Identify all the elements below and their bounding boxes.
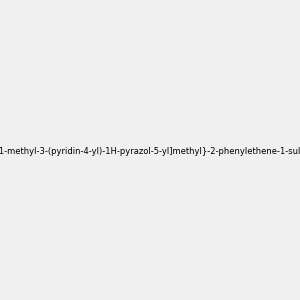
Text: (E)-N-{[1-methyl-3-(pyridin-4-yl)-1H-pyrazol-5-yl]methyl}-2-phenylethene-1-sulfo: (E)-N-{[1-methyl-3-(pyridin-4-yl)-1H-pyr… xyxy=(0,147,300,156)
